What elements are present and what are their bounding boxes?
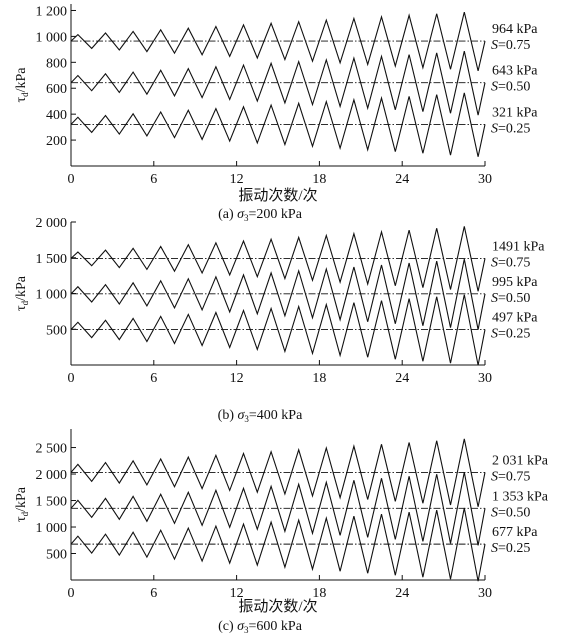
mean-stress-label: 321 kPa	[492, 105, 538, 120]
mean-stress-label: 1491 kPa	[492, 239, 545, 254]
x-tick-label: 0	[68, 371, 75, 386]
mean-stress-label: 2 031 kPa	[492, 453, 549, 468]
dynamic-stress-wave	[70, 472, 486, 546]
mean-stress-label: 964 kPa	[492, 22, 538, 37]
dynamic-stress-wave	[70, 11, 486, 72]
x-tick-label: 6	[150, 586, 157, 601]
dynamic-stress-wave	[70, 92, 486, 157]
y-axis-label: τd/kPa	[14, 67, 30, 103]
y-tick-label: 1 500	[36, 252, 68, 267]
x-tick-label: 12	[230, 371, 244, 386]
x-tick-label: 18	[312, 371, 326, 386]
dynamic-stress-wave	[70, 258, 486, 330]
dynamic-stress-wave	[70, 50, 486, 116]
stress-ratio-label: S=0.50	[491, 505, 530, 520]
x-tick-label: 30	[478, 371, 492, 386]
y-tick-label: 1 200	[36, 4, 68, 19]
x-tick-label: 24	[395, 586, 409, 601]
y-tick-label: 1 500	[36, 495, 68, 510]
y-tick-label: 2 000	[36, 468, 68, 483]
dynamic-stress-wave	[70, 226, 486, 292]
y-tick-label: 500	[46, 323, 67, 338]
x-tick-label: 12	[230, 172, 244, 187]
x-tick-label: 0	[68, 172, 75, 187]
x-tick-label: 0	[68, 586, 75, 601]
y-tick-label: 500	[46, 548, 67, 563]
y-tick-label: 1 000	[36, 30, 68, 45]
x-tick-label: 18	[312, 586, 326, 601]
chart-panel-a: 0 6 12 18 24 30 200 400 600 800 1 000 1 200 τd/kPa 96…	[14, 4, 538, 223]
stress-ratio-label: S=0.25	[491, 326, 530, 341]
stress-ratio-label: S=0.50	[491, 80, 530, 95]
stress-ratio-label: S=0.75	[491, 255, 530, 270]
y-tick-label: 600	[46, 82, 67, 97]
x-tick-label: 24	[395, 172, 409, 187]
y-tick-label: 2 000	[36, 216, 68, 231]
y-axis-label: τd/kPa	[14, 275, 30, 311]
x-tick-label: 12	[230, 586, 244, 601]
x-tick-label: 30	[478, 172, 492, 187]
panel-caption: (b) σ3=400 kPa	[218, 408, 303, 424]
chart-panel-b: 0 6 12 18 24 30 500 1 000 1 500 2 000 τd/kPa 1491 k…	[14, 216, 545, 424]
y-tick-label: 1 000	[36, 288, 68, 303]
y-tick-label: 200	[46, 134, 67, 149]
x-axis-label: 振动次数/次	[238, 598, 317, 615]
panel-caption: (a) σ3=200 kPa	[218, 207, 303, 223]
dynamic-stress-wave	[70, 438, 486, 507]
mean-stress-label: 643 kPa	[492, 64, 538, 79]
chart-panel-c: 0 6 12 18 24 30 500 1 000 1 500 2 000 2 500 τd/kPa 2…	[14, 429, 549, 635]
x-tick-label: 6	[150, 172, 157, 187]
x-axis-label: 振动次数/次	[238, 187, 317, 204]
stress-ratio-label: S=0.75	[491, 469, 530, 484]
y-tick-label: 400	[46, 108, 67, 123]
stress-ratio-label: S=0.75	[491, 38, 530, 53]
x-tick-label: 6	[150, 371, 157, 386]
stress-ratio-label: S=0.25	[491, 121, 530, 136]
mean-stress-label: 995 kPa	[492, 275, 538, 290]
x-tick-label: 24	[395, 371, 409, 386]
y-tick-label: 2 500	[36, 442, 68, 457]
mean-stress-label: 677 kPa	[492, 525, 538, 540]
y-axis-label: τd/kPa	[14, 486, 30, 522]
stress-ratio-label: S=0.25	[491, 541, 530, 556]
x-tick-label: 18	[312, 172, 326, 187]
mean-stress-label: 1 353 kPa	[492, 489, 549, 504]
dynamic-stress-wave	[70, 507, 486, 582]
dynamic-stress-wave	[70, 294, 486, 366]
x-tick-label: 30	[478, 586, 492, 601]
panel-caption: (c) σ3=600 kPa	[218, 619, 303, 635]
y-tick-label: 800	[46, 56, 67, 71]
mean-stress-label: 497 kPa	[492, 310, 538, 325]
stress-ratio-label: S=0.50	[491, 291, 530, 306]
y-tick-label: 1 000	[36, 521, 68, 536]
